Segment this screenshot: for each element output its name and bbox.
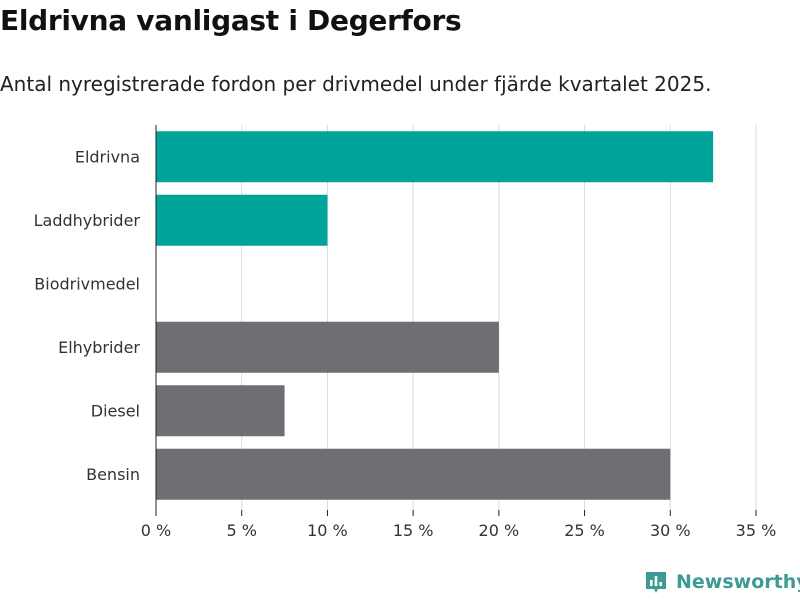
- bar: [156, 131, 714, 183]
- bar: [156, 321, 499, 373]
- x-tick-label: 0 %: [141, 521, 171, 540]
- x-tick-label: 20 %: [479, 521, 520, 540]
- category-label: Eldrivna: [75, 147, 140, 166]
- category-label: Laddhybrider: [34, 211, 141, 230]
- category-label: Bensin: [86, 465, 140, 484]
- chart-title: Eldrivna vanligast i Degerfors: [0, 4, 462, 37]
- x-tick-label: 30 %: [650, 521, 691, 540]
- brand-name: Newsworthy: [676, 571, 800, 593]
- category-label: Biodrivmedel: [34, 274, 140, 293]
- bar: [156, 385, 285, 437]
- x-tick-label: 10 %: [307, 521, 348, 540]
- chart-subtitle: Antal nyregistrerade fordon per drivmede…: [0, 72, 712, 96]
- category-label: Diesel: [91, 401, 140, 420]
- x-tick-label: 15 %: [393, 521, 434, 540]
- x-tick-label: 5 %: [226, 521, 256, 540]
- category-label: Elhybrider: [58, 338, 140, 357]
- bar: [156, 194, 328, 246]
- x-tick-label: 25 %: [564, 521, 605, 540]
- bar: [156, 448, 671, 500]
- x-tick-label: 35 %: [736, 521, 777, 540]
- bar-chart-logo-icon: [646, 572, 666, 593]
- brand-logo: Newsworthy: [644, 570, 800, 594]
